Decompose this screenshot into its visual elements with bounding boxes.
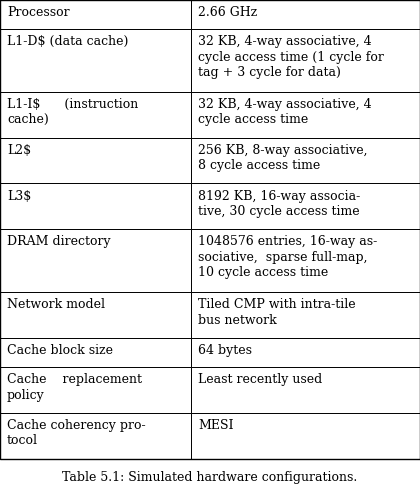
Bar bbox=[0, 0, 191, 29]
Bar bbox=[191, 229, 420, 292]
Bar bbox=[0, 338, 191, 367]
Text: 1048576 entries, 16-way as-
sociative,  sparse full-map,
10 cycle access time: 1048576 entries, 16-way as- sociative, s… bbox=[198, 236, 377, 279]
Bar bbox=[191, 413, 420, 459]
Bar bbox=[0, 138, 191, 183]
Bar bbox=[0, 292, 191, 338]
Bar bbox=[0, 413, 191, 459]
Text: Processor: Processor bbox=[7, 6, 70, 19]
Text: Cache coherency pro-
tocol: Cache coherency pro- tocol bbox=[7, 419, 146, 448]
Text: 32 KB, 4-way associative, 4
cycle access time (1 cycle for
tag + 3 cycle for dat: 32 KB, 4-way associative, 4 cycle access… bbox=[198, 35, 384, 79]
Text: L2$: L2$ bbox=[7, 144, 31, 157]
Text: Least recently used: Least recently used bbox=[198, 373, 322, 386]
Text: L3$: L3$ bbox=[7, 190, 31, 203]
Text: Tiled CMP with intra-tile
bus network: Tiled CMP with intra-tile bus network bbox=[198, 298, 356, 327]
Bar bbox=[0, 92, 191, 138]
Text: 64 bytes: 64 bytes bbox=[198, 344, 252, 357]
Bar bbox=[191, 92, 420, 138]
Bar bbox=[0, 183, 191, 229]
Text: Network model: Network model bbox=[7, 298, 105, 311]
Text: 8192 KB, 16-way associa-
tive, 30 cycle access time: 8192 KB, 16-way associa- tive, 30 cycle … bbox=[198, 190, 360, 218]
Text: Table 5.1: Simulated hardware configurations.: Table 5.1: Simulated hardware configurat… bbox=[63, 470, 357, 484]
Text: L1-D$ (data cache): L1-D$ (data cache) bbox=[7, 35, 129, 48]
Bar bbox=[0, 29, 191, 92]
Bar bbox=[191, 29, 420, 92]
Bar bbox=[191, 183, 420, 229]
Text: 2.66 GHz: 2.66 GHz bbox=[198, 6, 257, 19]
Text: 32 KB, 4-way associative, 4
cycle access time: 32 KB, 4-way associative, 4 cycle access… bbox=[198, 98, 372, 126]
Bar bbox=[191, 138, 420, 183]
Bar bbox=[191, 367, 420, 413]
Bar bbox=[191, 0, 420, 29]
Bar bbox=[191, 292, 420, 338]
Bar bbox=[191, 338, 420, 367]
Text: Cache block size: Cache block size bbox=[7, 344, 113, 357]
Text: 256 KB, 8-way associative,
8 cycle access time: 256 KB, 8-way associative, 8 cycle acces… bbox=[198, 144, 368, 172]
Bar bbox=[0, 367, 191, 413]
Text: Cache    replacement
policy: Cache replacement policy bbox=[7, 373, 142, 401]
Text: MESI: MESI bbox=[198, 419, 234, 432]
Text: L1-I$      (instruction
cache): L1-I$ (instruction cache) bbox=[7, 98, 138, 126]
Bar bbox=[0, 229, 191, 292]
Text: DRAM directory: DRAM directory bbox=[7, 236, 110, 248]
